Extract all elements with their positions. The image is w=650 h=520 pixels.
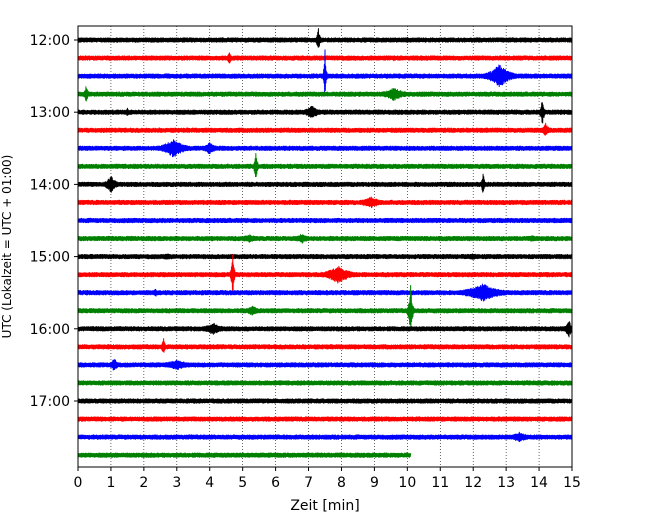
trace-line: [77, 285, 573, 327]
trace-line: [77, 254, 573, 292]
x-tick-label: 8: [337, 475, 346, 491]
x-tick-label: 13: [497, 475, 515, 491]
trace-line: [77, 139, 573, 158]
x-tick-label: 12: [464, 475, 482, 491]
trace-line: [77, 338, 573, 353]
x-tick-label: 14: [530, 475, 548, 491]
plot-frame: [77, 25, 573, 468]
trace-line: [77, 102, 573, 124]
y-tick-label: 14:00: [30, 177, 70, 193]
x-tick-label: 10: [398, 475, 416, 491]
x-tick-label: 6: [271, 475, 280, 491]
y-tick-label: 13:00: [30, 105, 70, 121]
trace-line: [77, 196, 573, 209]
y-tick-label: 12:00: [30, 33, 70, 49]
x-axis-label: Zeit [min]: [290, 498, 359, 514]
y-axis-label: UTC (Lokalzeit = UTC + 01:00): [0, 155, 14, 339]
x-tick-label: 7: [304, 475, 313, 491]
seismic-traces: [77, 28, 573, 458]
trace-line: [77, 416, 573, 422]
trace-line: [77, 452, 412, 458]
x-tick-label: 9: [370, 475, 379, 491]
trace-line: [77, 431, 573, 443]
y-axis-ticks: 12:00 13:00 14:00 15:00 16:00 17:00: [30, 33, 78, 410]
trace-line: [77, 49, 573, 95]
trace-line: [77, 122, 573, 136]
x-tick-label: 5: [238, 475, 247, 491]
trace-line: [77, 380, 573, 386]
trace-line: [77, 253, 573, 260]
trace-line: [77, 398, 573, 404]
x-axis-ticks: 0 1 2 3 4 5 6 7 8 9 10 11 12 13 14 15: [74, 467, 581, 491]
trace-line: [77, 86, 573, 102]
x-tick-label: 2: [139, 475, 148, 491]
x-tick-label: 11: [431, 475, 449, 491]
x-tick-label: 0: [74, 475, 83, 491]
x-tick-label: 15: [563, 475, 581, 491]
x-tick-label: 1: [106, 475, 115, 491]
y-tick-label: 16:00: [30, 322, 70, 338]
x-tick-label: 3: [172, 475, 181, 491]
y-tick-label: 15:00: [30, 250, 70, 266]
trace-line: [77, 358, 573, 371]
trace-line: [77, 234, 573, 244]
trace-line: [77, 153, 573, 178]
trace-line: [77, 321, 573, 338]
x-tick-label: 4: [205, 475, 214, 491]
trace-line: [77, 217, 573, 224]
trace-line: [77, 173, 573, 193]
trace-line: [77, 283, 573, 302]
y-tick-label: 17:00: [30, 394, 70, 410]
trace-line: [77, 28, 573, 48]
